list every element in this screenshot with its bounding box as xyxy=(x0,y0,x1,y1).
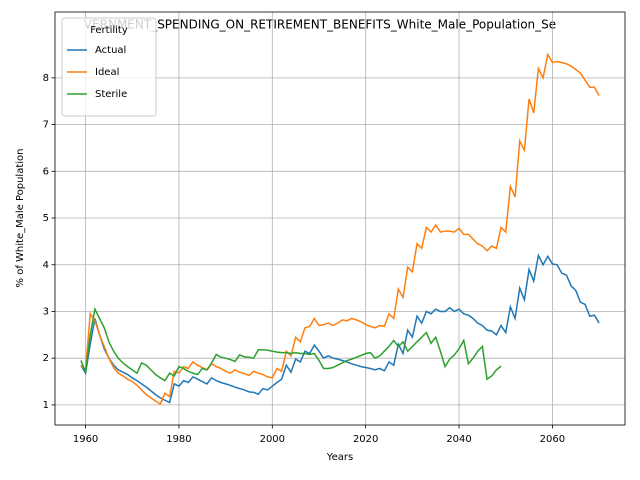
legend-label: Ideal xyxy=(95,67,119,78)
x-axis-label: Years xyxy=(326,452,353,463)
x-tick-label: 2020 xyxy=(353,434,378,445)
legend-box xyxy=(61,17,157,117)
y-tick-label: 8 xyxy=(43,73,49,84)
y-tick-label: 1 xyxy=(43,400,49,411)
legend-title: Fertility xyxy=(90,25,128,36)
y-tick-label: 3 xyxy=(43,306,49,317)
series-line xyxy=(80,52,600,406)
legend-label: Actual xyxy=(95,45,126,56)
y-tick-label: 6 xyxy=(43,166,49,177)
y-tick-label: 2 xyxy=(43,353,49,364)
plot-frame xyxy=(54,11,626,426)
x-tick-label: 2000 xyxy=(260,434,285,445)
series-line xyxy=(80,253,600,404)
y-tick-label: 4 xyxy=(43,260,49,271)
y-tick-label: 7 xyxy=(43,120,49,131)
legend-label: Sterile xyxy=(95,89,127,100)
series-line xyxy=(80,306,502,382)
x-tick-label: 2060 xyxy=(540,434,565,445)
x-tick-label: 1960 xyxy=(73,434,98,445)
x-tick-label: 1980 xyxy=(166,434,191,445)
x-tick-label: 2040 xyxy=(446,434,471,445)
y-tick-label: 5 xyxy=(43,213,49,224)
y-axis-label: % of White_Male Population xyxy=(15,149,26,288)
chart-title: VERNMENT_SPENDING_ON_RETIREMENT_BENEFITS… xyxy=(84,18,556,32)
